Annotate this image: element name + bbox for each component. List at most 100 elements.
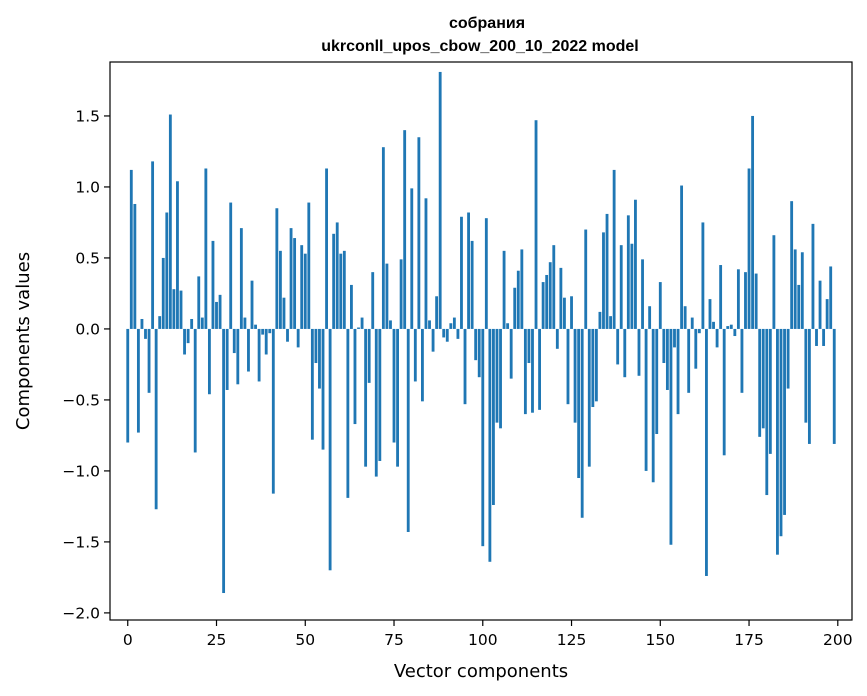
bar-115 [534,120,538,329]
bar-181 [768,328,772,454]
bar-100 [481,328,485,547]
x-axis-label: Vector components [394,661,568,682]
bar-84 [424,198,428,329]
bar-7 [151,161,155,329]
bar-64 [353,328,357,425]
bar-151 [662,328,666,364]
bar-116 [538,328,541,410]
bar-131 [591,328,595,408]
bar-192 [807,328,811,444]
bar-110 [516,270,520,329]
bar-197 [825,299,829,329]
x-tick-label: 75 [384,631,404,649]
bar-134 [602,232,605,329]
bar-26 [218,294,222,329]
bar-113 [527,328,531,364]
bar-21 [200,317,204,329]
bar-71 [378,328,382,461]
bar-29 [229,202,233,329]
x-tick-label: 200 [823,631,853,649]
bar-125 [570,296,573,329]
y-tick-label: 1.5 [75,107,100,125]
bar-38 [261,328,265,335]
bar-177 [754,273,758,329]
bar-86 [431,328,435,352]
bar-59 [335,222,339,329]
bar-57 [328,328,332,571]
bar-165 [712,321,715,329]
bar-series [126,71,836,594]
bar-49 [300,245,304,329]
bar-178 [758,328,762,437]
bar-51 [307,202,311,329]
bar-136 [609,316,612,329]
bar-42 [275,208,279,329]
bar-76 [396,328,399,467]
bar-121 [555,328,559,349]
bar-128 [580,328,584,518]
y-tick-label: 0.0 [75,320,100,338]
bar-186 [786,328,790,389]
bar-124 [566,328,570,405]
bar-73 [385,263,389,329]
bar-102 [488,328,492,562]
bar-1 [129,169,133,329]
bar-82 [417,137,421,329]
bar-3 [136,328,140,433]
chart-subtitle: ukrconll_upos_cbow_200_10_2022 model [321,38,638,55]
bar-122 [559,267,563,329]
bar-145 [641,259,644,329]
bar-24 [211,240,215,329]
bar-93 [456,328,460,339]
bar-195 [818,280,822,329]
bar-79 [406,328,410,532]
y-tick-label: 0.5 [75,249,100,267]
bar-65 [357,327,360,329]
bar-8 [154,328,158,510]
y-tick-label: −1.0 [62,462,100,480]
bar-114 [531,328,534,413]
bar-89 [442,328,446,338]
x-tick-label: 50 [295,631,315,649]
bar-97 [470,240,474,329]
bar-19 [193,328,197,453]
bar-11 [165,212,169,329]
bar-44 [282,297,286,329]
bar-137 [612,169,616,329]
bar-109 [513,287,517,329]
bar-70 [374,328,378,477]
bar-157 [683,306,687,329]
bar-120 [552,245,556,329]
bar-80 [410,188,414,329]
bar-123 [563,297,566,329]
bar-180 [765,328,769,496]
bar-104 [495,328,499,423]
bar-163 [705,328,708,576]
bar-12 [168,114,172,329]
bar-10 [161,257,165,329]
bar-152 [665,328,669,390]
bar-140 [623,328,627,378]
bar-53 [314,328,318,364]
y-tick-label: 1.0 [75,178,100,196]
bar-182 [772,235,776,329]
bar-90 [445,328,449,342]
bar-47 [293,238,297,329]
bar-189 [797,284,801,329]
bar-54 [318,328,321,389]
bar-160 [694,328,698,369]
bar-25 [215,301,218,329]
bar-187 [790,201,794,329]
bar-75 [392,328,396,443]
bar-69 [371,272,375,329]
bar-161 [697,328,701,334]
bar-23 [207,328,211,395]
bar-170 [729,324,733,329]
bar-149 [655,328,659,434]
bar-169 [726,326,730,329]
bar-172 [736,269,740,329]
bar-166 [715,328,719,348]
bar-31 [236,328,240,385]
bar-106 [502,250,506,329]
bar-68 [367,328,371,383]
